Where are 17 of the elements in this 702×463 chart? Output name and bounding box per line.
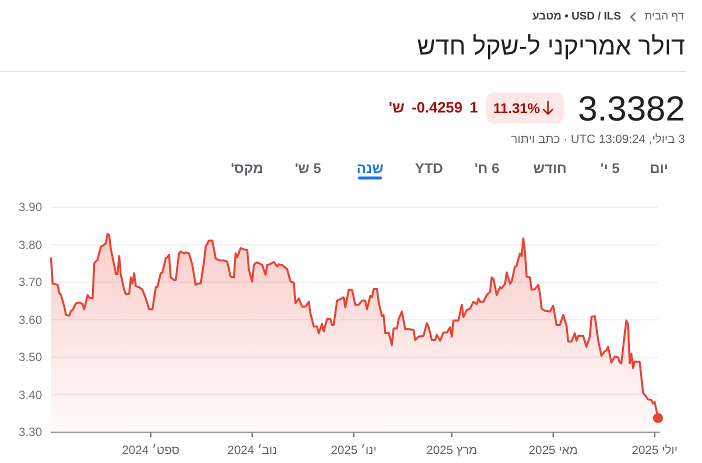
text: יום [650,160,668,176]
text: שנה [356,160,384,176]
text: 3.3382 [578,89,685,128]
y-tick-label: 3.70 [18,275,42,290]
y-tick-label: 3.90 [18,200,42,214]
chart-title: דולר אמריקני ל-שקל חדש [417,32,685,60]
y-tick-label: 3.50 [18,350,42,364]
y-tick-label: 3.30 [18,425,42,440]
text: חודש [533,160,567,176]
text: דף הבית [644,10,684,22]
y-tick-label: 3.60 [18,312,42,327]
text: YTD [415,160,443,176]
text: 11.31% [493,100,540,116]
text: מקס' [230,160,264,176]
text: USD / ILS • מטבע [532,10,621,22]
y-tick-label: 3.40 [18,388,42,402]
y-tick-label: 3.80 [18,238,42,252]
